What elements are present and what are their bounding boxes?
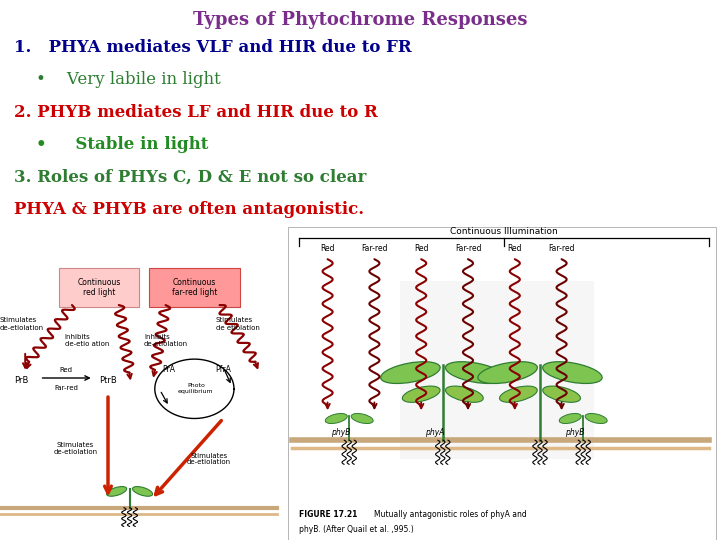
Ellipse shape <box>132 487 153 496</box>
Text: Far-red: Far-red <box>455 244 481 253</box>
FancyBboxPatch shape <box>288 227 716 540</box>
Ellipse shape <box>351 414 373 423</box>
Ellipse shape <box>500 386 537 402</box>
Ellipse shape <box>585 414 607 423</box>
Ellipse shape <box>559 414 581 423</box>
Text: phyB. (After Quail et al. ,995.): phyB. (After Quail et al. ,995.) <box>299 524 413 534</box>
Text: Stimulates
de-etiolation: Stimulates de-etiolation <box>0 318 44 330</box>
Text: Far-red: Far-red <box>361 244 387 253</box>
Text: PrB: PrB <box>14 376 29 385</box>
Text: Inhibits
de-etio ation: Inhibits de-etio ation <box>65 334 109 347</box>
Text: Red: Red <box>60 367 73 373</box>
Text: FIGURE 17.21: FIGURE 17.21 <box>299 510 357 519</box>
FancyBboxPatch shape <box>59 268 139 307</box>
Text: phyB: phyB <box>331 428 351 437</box>
Text: Stimulates
de-etiolation: Stimulates de-etiolation <box>53 442 98 455</box>
Text: Mutually antagonistic roles of phyA and: Mutually antagonistic roles of phyA and <box>374 510 527 519</box>
Text: Continuous
red light: Continuous red light <box>77 278 121 297</box>
Ellipse shape <box>446 362 505 383</box>
Text: Red: Red <box>508 244 522 253</box>
FancyBboxPatch shape <box>400 281 594 459</box>
Text: Continuous
far-red light: Continuous far-red light <box>171 278 217 297</box>
Ellipse shape <box>446 386 483 402</box>
Text: 3. Roles of PHYs C, D & E not so clear: 3. Roles of PHYs C, D & E not so clear <box>14 168 366 185</box>
Text: Red: Red <box>414 244 428 253</box>
Text: phyA: phyA <box>425 428 444 437</box>
Text: PtrB: PtrB <box>99 376 117 385</box>
Text: Far-red: Far-red <box>54 385 78 391</box>
Text: Types of Phytochrome Responses: Types of Phytochrome Responses <box>193 11 527 29</box>
Text: Inhibits
de-etiolation: Inhibits de-etiolation <box>144 334 188 347</box>
Ellipse shape <box>478 362 537 383</box>
Ellipse shape <box>543 362 602 383</box>
Text: Far-red: Far-red <box>549 244 575 253</box>
Ellipse shape <box>107 487 127 496</box>
Text: PfrA: PfrA <box>215 366 231 374</box>
Ellipse shape <box>543 386 580 402</box>
Ellipse shape <box>402 386 440 402</box>
Text: PHYA & PHYB are often antagonistic.: PHYA & PHYB are often antagonistic. <box>14 201 364 218</box>
FancyBboxPatch shape <box>149 268 240 307</box>
Text: phyB: phyB <box>565 428 585 437</box>
Text: Red: Red <box>320 244 335 253</box>
Text: Continuous Illumination: Continuous Illumination <box>450 227 558 235</box>
Ellipse shape <box>381 362 440 383</box>
Text: Stimulates
de etiolation: Stimulates de etiolation <box>216 318 260 330</box>
Ellipse shape <box>325 414 347 423</box>
Text: •    Very labile in light: • Very labile in light <box>36 71 221 88</box>
Text: 2. PHYB mediates LF and HIR due to R: 2. PHYB mediates LF and HIR due to R <box>14 104 378 120</box>
Text: 1.   PHYA mediates VLF and HIR due to FR: 1. PHYA mediates VLF and HIR due to FR <box>14 39 412 56</box>
Text: Photo
equilibrium: Photo equilibrium <box>178 383 214 394</box>
Text: PrA: PrA <box>163 366 176 374</box>
Text: •     Stable in light: • Stable in light <box>36 136 208 153</box>
Text: Stimulates
de-etiolation: Stimulates de-etiolation <box>186 453 231 465</box>
